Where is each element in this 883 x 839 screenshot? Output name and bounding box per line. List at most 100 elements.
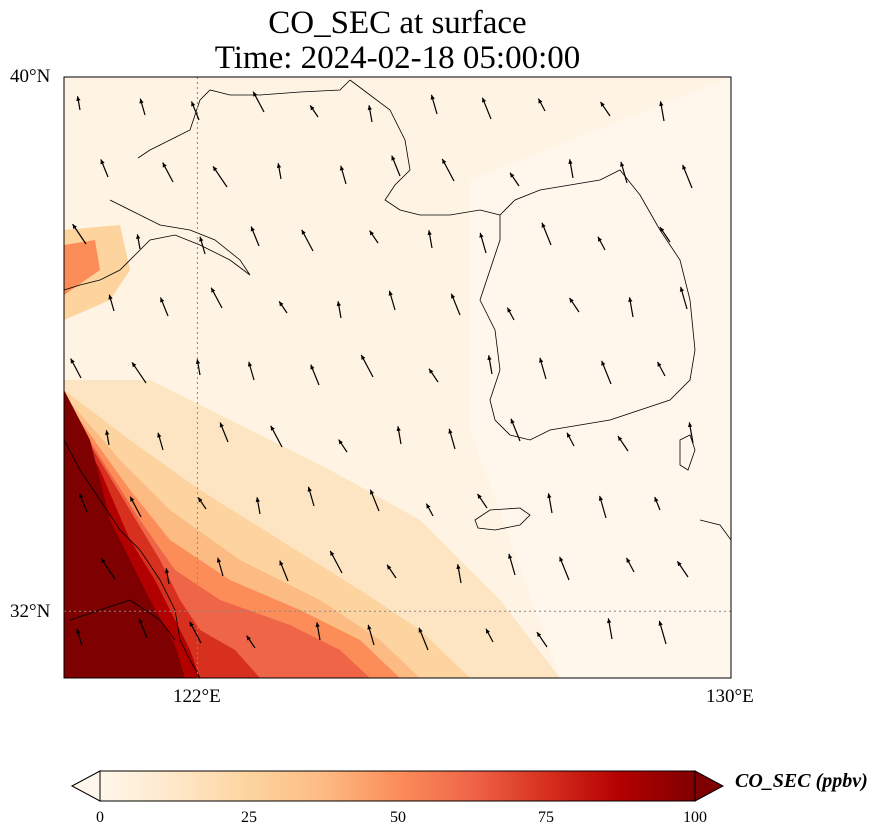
wind-arrow-head (547, 493, 552, 499)
wind-arrow-head (482, 97, 487, 103)
wind-arrow-head (367, 105, 372, 111)
lon-tick-122: 122°E (173, 686, 221, 707)
wind-arrow-head (253, 91, 258, 97)
wind-arrow-head (679, 286, 684, 292)
wind-arrow-head (108, 294, 113, 300)
wind-arrow-head (279, 301, 284, 307)
wind-arrow-head (682, 164, 687, 170)
wind-arrow-head (307, 486, 312, 492)
map-title-line1: CO_SEC at surface (268, 5, 527, 41)
colorbar-min-extension (70, 770, 101, 802)
wind-arrow-head (451, 293, 456, 299)
colorbar-tick-100: 100 (683, 809, 707, 826)
wind-arrow-head (70, 358, 75, 364)
wind-arrow-head (659, 227, 665, 233)
wind-arrow-head (620, 161, 625, 167)
wind-arrow-head (369, 230, 374, 236)
wind-arrow-head (485, 628, 490, 634)
wind-arrow-head (76, 628, 81, 634)
wind-arrow-head (139, 98, 144, 104)
wind-arrow-head (597, 236, 602, 242)
wind-arrow-head (396, 426, 401, 432)
map-border (63, 76, 732, 679)
wind-arrow-head (157, 432, 162, 438)
wind-arrow-head (199, 236, 204, 242)
wind-arrow-head (566, 432, 571, 438)
wind-arrow-head (391, 155, 396, 161)
wind-arrow-head (487, 355, 492, 361)
wind-arrow-head (246, 635, 251, 641)
wind-arrow-head (136, 234, 141, 240)
wind-arrow-head (339, 165, 345, 171)
wind-arrow-head (448, 428, 453, 434)
wind-arrow-head (219, 422, 224, 428)
wind-arrow-head (330, 550, 335, 556)
wind-arrow-head (270, 425, 275, 431)
wind-arrow-head (195, 359, 201, 365)
wind-arrow-head (72, 224, 77, 230)
wind-arrow-head (541, 222, 546, 228)
wind-arrow-head (315, 622, 320, 628)
wind-arrow-head (507, 307, 512, 313)
wind-arrow-head (211, 287, 216, 293)
wind-arrow-head (301, 229, 306, 235)
wind-arrow-head (79, 493, 84, 499)
wind-arrow-head (617, 436, 623, 442)
wind-arrow-head (510, 172, 515, 178)
wind-arrow-head (189, 621, 194, 627)
colorbar-label: CO_SEC (ppbv) (735, 770, 868, 792)
wind-arrow-head (132, 362, 137, 368)
wind-arrow-head (657, 361, 662, 367)
wind-arrow-head (508, 553, 513, 559)
wind-arrow-head (191, 101, 196, 107)
wind-arrow-head (598, 495, 603, 501)
wind-arrow-head (442, 158, 447, 164)
wind-arrow-head (276, 163, 282, 169)
wind-arrow-head (367, 624, 372, 630)
wind-arrow-head (336, 301, 341, 307)
wind-arrow-head (658, 620, 663, 626)
wind-arrow-head (388, 290, 393, 296)
wind-arrow-head (654, 497, 659, 503)
wind-arrow-head (213, 166, 218, 172)
wind-arrow-head (105, 430, 110, 436)
wind-arrow-head (100, 159, 105, 165)
wind-arrow-head (338, 439, 343, 445)
wind-arrow-head (101, 558, 106, 564)
wind-arrow-head (310, 105, 315, 111)
wind-arrow-head (427, 230, 432, 236)
wind-arrow-head (429, 368, 434, 374)
wind-arrow-head (76, 96, 81, 102)
wind-arrow-head (539, 357, 544, 363)
wind-arrow-head (600, 101, 605, 107)
colorbar (99, 770, 696, 802)
wind-arrow-head (606, 618, 612, 624)
wind-arrow-head (677, 561, 682, 567)
colorbar-tick-0: 0 (96, 809, 104, 826)
wind-arrow-head (361, 354, 366, 360)
wind-arrow-head (430, 94, 435, 100)
wind-arrow-head (601, 360, 606, 366)
lon-tick-130: 130°E (706, 686, 754, 707)
wind-arrow-head (255, 497, 260, 503)
wind-arrow-head (130, 496, 135, 502)
wind-arrow-head (426, 503, 431, 509)
wind-arrow-head (536, 632, 542, 638)
wind-arrow-head (370, 489, 375, 495)
colorbar-tick-50: 50 (390, 809, 406, 826)
lat-tick-40: 40°N (10, 66, 51, 87)
wind-arrow-head (162, 162, 167, 168)
wind-arrow-head (479, 232, 484, 238)
wind-arrow-head (510, 418, 515, 424)
wind-arrow-head (538, 98, 543, 104)
wind-arrow-head (387, 564, 392, 570)
wind-arrow-head (559, 556, 564, 562)
wind-arrow-head (164, 568, 170, 574)
wind-arrow-head (279, 560, 284, 566)
colorbar-tick-75: 75 (538, 809, 554, 826)
colorbar-tick-25: 25 (241, 809, 257, 826)
colorbar-max-extension (694, 770, 725, 802)
wind-vector-arrows (70, 91, 694, 651)
wind-arrow-head (247, 361, 253, 367)
